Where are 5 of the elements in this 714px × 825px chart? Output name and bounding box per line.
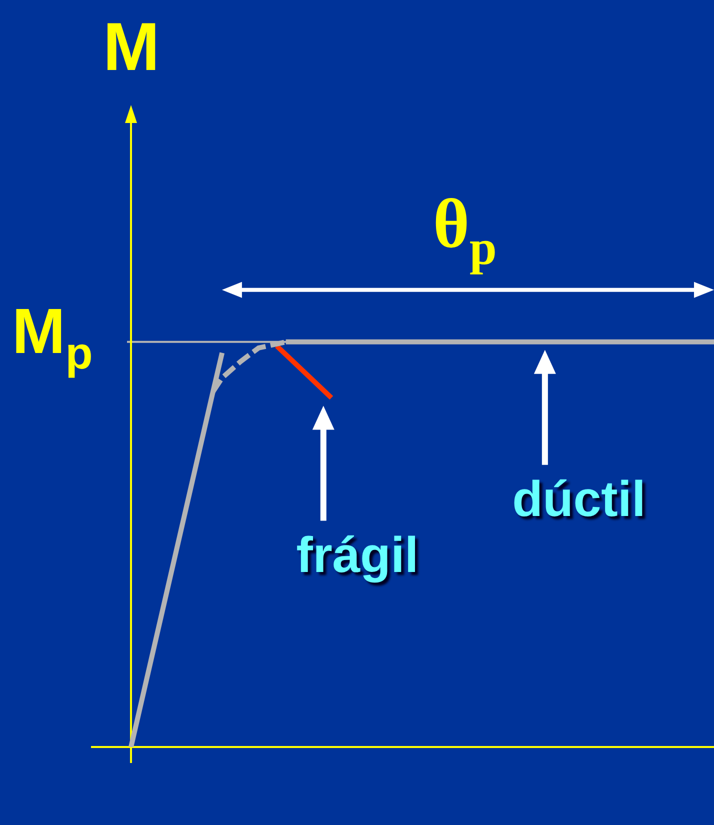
text: θ$_{p}$ — [432, 184, 497, 276]
annotation: frágil — [296, 526, 418, 584]
y-axis-title: M — [103, 8, 160, 86]
ref-line-label: M$_{p}$ — [12, 294, 93, 380]
annotation: dúctil — [512, 470, 646, 528]
